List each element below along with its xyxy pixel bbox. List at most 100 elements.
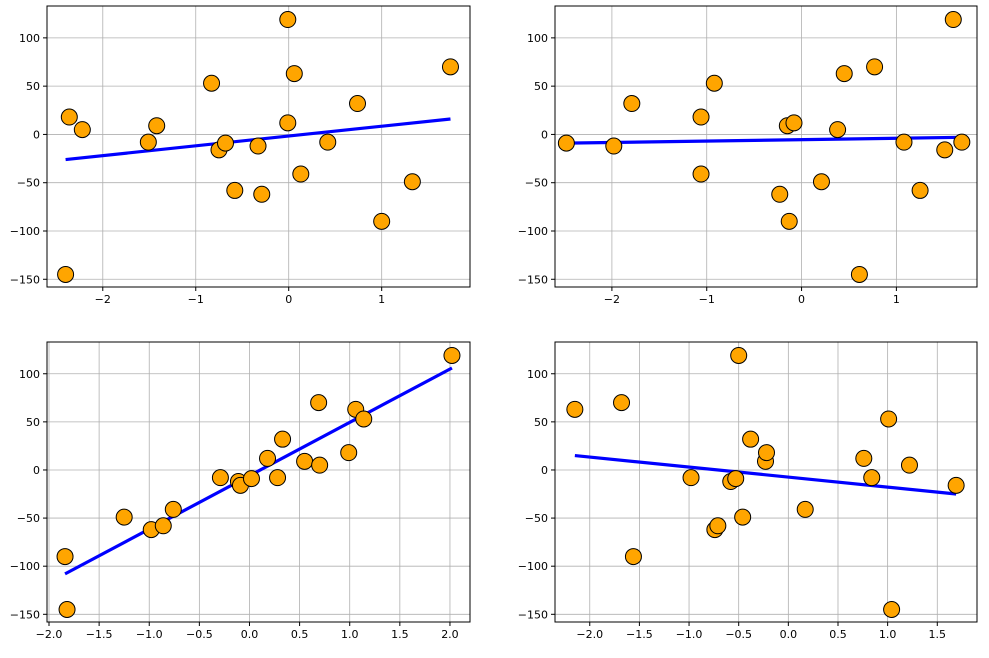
data-point <box>866 58 884 76</box>
regression-line <box>566 135 962 145</box>
x-tick-label: −1.5 <box>626 628 653 641</box>
axes-frame <box>46 341 471 623</box>
data-point <box>274 430 292 448</box>
data-point <box>911 181 929 199</box>
regression-line <box>574 453 957 496</box>
data-point <box>349 95 367 113</box>
y-tick-label: 0 <box>33 464 40 477</box>
data-point <box>947 476 965 494</box>
axes-frame <box>554 341 978 623</box>
data-point <box>57 265 75 283</box>
data-point <box>709 517 727 535</box>
data-point <box>60 108 78 126</box>
data-point <box>296 452 314 470</box>
data-point <box>292 165 310 183</box>
y-tick-label: −150 <box>518 608 548 621</box>
subplot-2: −2 −1 0 1 −150 −100 −50 0 50 100 <box>518 5 978 306</box>
y-tick-label: −50 <box>525 512 548 525</box>
x-tick-label: 1.0 <box>341 628 359 641</box>
x-tick-label: −1.5 <box>86 628 113 641</box>
y-tick-label: −150 <box>518 273 548 286</box>
y-tick-label: 0 <box>541 464 548 477</box>
data-point <box>623 95 641 113</box>
data-point <box>682 469 700 487</box>
x-tick-label: −1.0 <box>136 628 163 641</box>
regression-line <box>64 366 453 576</box>
data-point <box>850 265 868 283</box>
data-point <box>829 121 847 139</box>
data-point <box>785 114 803 132</box>
data-point <box>895 133 913 151</box>
x-tick-label: 0 <box>798 293 805 306</box>
data-point <box>211 469 229 487</box>
data-point <box>443 346 461 364</box>
data-point <box>944 11 962 29</box>
x-tick-label: −1 <box>188 293 204 306</box>
x-tick-label: −0.5 <box>725 628 752 641</box>
data-point <box>253 185 271 203</box>
y-tick-label: −100 <box>518 225 548 238</box>
data-point <box>319 133 337 151</box>
y-tick-label: −100 <box>10 225 40 238</box>
y-tick-label: −50 <box>525 177 548 190</box>
x-tick-label: −2.0 <box>576 628 603 641</box>
x-tick-label: 0.5 <box>291 628 309 641</box>
data-point <box>812 173 830 191</box>
data-point <box>115 508 133 526</box>
data-point <box>953 133 971 151</box>
y-tick-label: −50 <box>17 512 40 525</box>
data-point <box>148 117 166 135</box>
data-point <box>734 508 752 526</box>
data-point <box>692 108 710 126</box>
y-tick-label: 100 <box>19 32 40 45</box>
data-point <box>780 212 798 230</box>
data-point <box>863 469 881 487</box>
x-tick-label: 1.0 <box>879 628 897 641</box>
x-tick-label: 1 <box>378 293 385 306</box>
data-point <box>742 430 760 448</box>
data-point <box>771 185 789 203</box>
data-point <box>373 212 391 230</box>
y-tick-label: −100 <box>10 560 40 573</box>
data-point <box>73 121 91 139</box>
data-point <box>56 548 74 566</box>
data-point <box>279 114 297 132</box>
data-point <box>58 600 76 618</box>
x-tick-label: 1.5 <box>391 628 409 641</box>
data-point <box>855 449 873 467</box>
axes-frame <box>46 5 471 288</box>
y-tick-label: −50 <box>17 177 40 190</box>
x-tick-label: 0.5 <box>829 628 847 641</box>
data-point <box>705 74 723 92</box>
x-tick-label: 2.0 <box>441 628 459 641</box>
y-tick-label: 100 <box>19 368 40 381</box>
data-point <box>557 134 575 152</box>
data-point <box>355 410 373 428</box>
data-point <box>880 410 898 428</box>
y-tick-label: 100 <box>527 368 548 381</box>
data-point <box>311 456 329 474</box>
x-tick-label: 0.0 <box>780 628 798 641</box>
y-tick-label: −100 <box>518 560 548 573</box>
data-point <box>242 470 260 488</box>
subplot-1: −2 −1 0 1 −150 −100 −50 0 50 100 <box>10 5 471 306</box>
data-point <box>154 517 172 535</box>
data-point <box>605 137 623 155</box>
subplot-3: −2.0 −1.5 −1.0 −0.5 0.0 0.5 1.0 1.5 2.0 −150 −100 −… <box>10 341 471 641</box>
subplot-4: −2.0 −1.5 −1.0 −0.5 0.0 0.5 1.0 1.5 −150 −100 −50 0… <box>518 341 978 641</box>
y-tick-label: 100 <box>527 32 548 45</box>
y-tick-label: 0 <box>541 128 548 141</box>
data-point <box>403 173 421 191</box>
x-tick-label: 1.5 <box>929 628 947 641</box>
data-point <box>203 74 221 92</box>
y-tick-label: 50 <box>26 80 40 93</box>
x-tick-label: −2 <box>95 293 111 306</box>
data-point <box>279 11 297 29</box>
data-point <box>216 134 234 152</box>
x-tick-label: 0.0 <box>241 628 259 641</box>
data-point <box>164 500 182 518</box>
x-tick-label: −2 <box>604 293 620 306</box>
x-tick-label: −1.0 <box>676 628 703 641</box>
y-tick-label: 50 <box>534 80 548 93</box>
